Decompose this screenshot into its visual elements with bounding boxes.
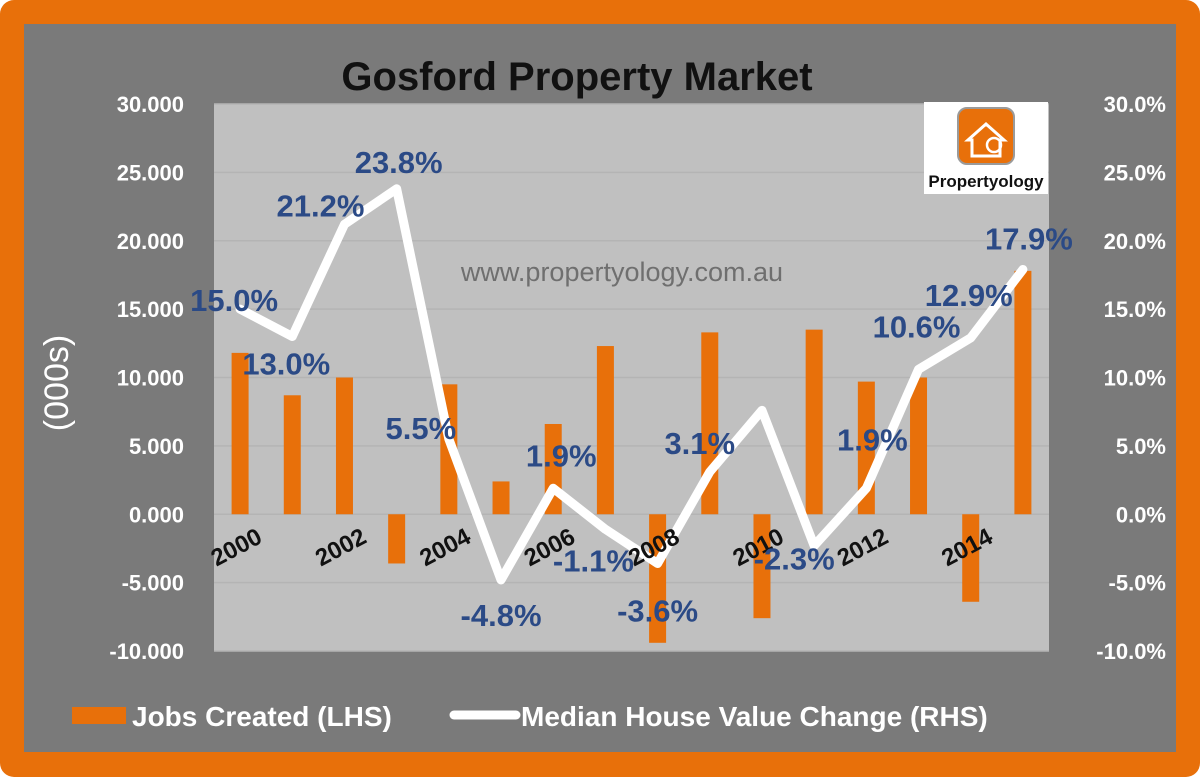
y-tick-left: 10.000 xyxy=(117,366,184,391)
y-tick-right: 15.0% xyxy=(1104,297,1166,322)
data-label-2006: 1.9% xyxy=(526,438,597,473)
y-tick-left: -10.000 xyxy=(109,639,184,664)
legend: Jobs Created (LHS) Median House Value Ch… xyxy=(72,701,988,732)
bar-2008 xyxy=(649,514,667,643)
data-label-2009: 3.1% xyxy=(664,426,735,461)
line-data-labels: 15.0% 13.0% 21.2% 23.8% 5.5% -4.8% 1.9% -1.1% -3… xyxy=(190,145,1073,633)
bar-2003 xyxy=(388,514,406,564)
legend-label-house-value: Median House Value Change (RHS) xyxy=(521,701,988,732)
data-label-2001: 13.0% xyxy=(242,346,330,381)
bar-2002 xyxy=(335,377,353,515)
bar-2013 xyxy=(910,377,928,515)
data-label-2004: 5.5% xyxy=(386,411,457,446)
y-tick-left: 30.000 xyxy=(117,92,184,117)
y-axis-label: (000s) xyxy=(38,335,76,431)
y-tick-left: -5.000 xyxy=(122,571,184,596)
bar-2001 xyxy=(283,395,301,515)
bar-2007 xyxy=(596,346,614,515)
data-label-2008: -3.6% xyxy=(617,593,698,628)
bar-2014 xyxy=(962,514,980,602)
bar-2010 xyxy=(753,514,771,619)
chart-title: Gosford Property Market xyxy=(341,55,812,99)
y-tick-left: 25.000 xyxy=(117,160,184,185)
y-tick-right: 25.0% xyxy=(1104,160,1166,185)
data-label-2014: 12.9% xyxy=(925,278,1013,313)
bar-series-jobs-created xyxy=(231,270,1032,643)
y-axis-left-ticks: 30.000 25.000 20.000 15.000 10.000 5.000 0.000… xyxy=(109,92,184,664)
propertyology-logo: Propertyology xyxy=(924,102,1048,194)
legend-label-jobs: Jobs Created (LHS) xyxy=(132,701,392,732)
data-label-2000: 15.0% xyxy=(190,283,278,318)
data-label-2002: 21.2% xyxy=(277,188,365,223)
bar-2015 xyxy=(1014,270,1032,515)
y-tick-left: 5.000 xyxy=(129,434,184,459)
gridlines xyxy=(214,103,1049,652)
y-tick-right: 20.0% xyxy=(1104,229,1166,254)
data-label-2005: -4.8% xyxy=(461,598,542,633)
y-tick-right: 30.0% xyxy=(1104,92,1166,117)
y-tick-right: 10.0% xyxy=(1104,366,1166,391)
legend-swatch-jobs xyxy=(72,707,126,724)
y-tick-left: 20.000 xyxy=(117,229,184,254)
house-value-line xyxy=(235,184,1028,585)
watermark-url: www.propertyology.com.au xyxy=(460,257,783,287)
data-label-2011: -2.3% xyxy=(754,542,835,577)
data-label-2013: 10.6% xyxy=(873,309,961,344)
data-label-2012: 1.9% xyxy=(837,422,908,457)
data-label-2003: 23.8% xyxy=(355,145,443,180)
line-series-house-value xyxy=(235,184,1028,585)
logo-text: Propertyology xyxy=(928,172,1044,191)
y-axis-right-ticks: 30.0% 25.0% 20.0% 15.0% 10.0% 5.0% 0.0% -5.0% -1… xyxy=(1096,92,1166,664)
y-tick-left: 15.000 xyxy=(117,297,184,322)
data-label-2015: 17.9% xyxy=(985,221,1073,256)
bar-2011 xyxy=(805,329,823,515)
y-tick-right: -5.0% xyxy=(1109,571,1166,596)
y-tick-left: 0.000 xyxy=(129,502,184,527)
y-tick-right: 5.0% xyxy=(1116,434,1166,459)
bar-2000 xyxy=(231,352,249,515)
data-label-2007: -1.1% xyxy=(553,543,634,578)
y-tick-right: 0.0% xyxy=(1116,502,1166,527)
bar-2005 xyxy=(492,481,510,515)
y-tick-right: -10.0% xyxy=(1096,639,1166,664)
